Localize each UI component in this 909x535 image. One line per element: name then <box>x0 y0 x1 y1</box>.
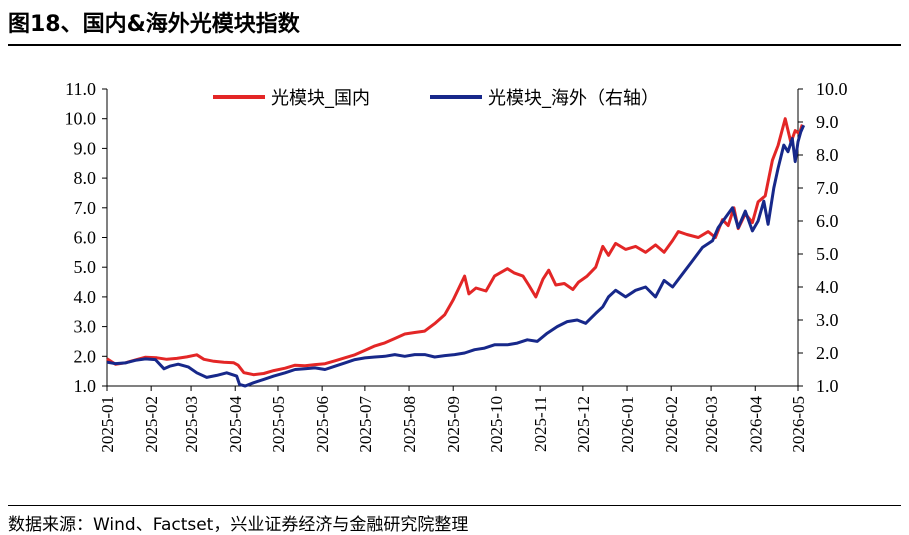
y-left-tick-label: 11.0 <box>65 79 96 99</box>
y-left-tick-label: 1.0 <box>74 376 97 396</box>
y-right-tick-label: 3.0 <box>816 310 839 330</box>
chart-series <box>106 117 806 388</box>
x-tick-label: 2025-12 <box>574 396 593 453</box>
y-left-tick-label: 10.0 <box>65 109 97 129</box>
x-tick-label: 2026-04 <box>746 396 765 453</box>
x-tick-label: 2025-09 <box>444 396 463 453</box>
y-left-tick-label: 9.0 <box>74 138 97 158</box>
y-left-tick-label: 3.0 <box>74 317 97 337</box>
legend-label-overseas: 光模块_海外（右轴） <box>488 88 659 109</box>
legend-label-domestic: 光模块_国内 <box>271 88 370 109</box>
x-tick-label: 2026-01 <box>618 396 637 453</box>
y-right-tick-label: 9.0 <box>816 112 839 132</box>
y-left-tick-label: 7.0 <box>74 198 97 218</box>
x-tick-label: 2025-05 <box>269 396 288 453</box>
y-left-tick-label: 2.0 <box>74 346 97 366</box>
y-right-tick-label: 4.0 <box>816 277 839 297</box>
y-right-tick-label: 10.0 <box>816 79 848 99</box>
y-right-tick-label: 1.0 <box>816 376 839 396</box>
x-tick-label: 2025-10 <box>487 396 506 453</box>
chart-canvas: 光模块_国内 光模块_海外（右轴） 1.0 2.0 3.0 4.0 5.0 6.0 7.0 8.… <box>65 79 848 453</box>
y-left-tick-label: 5.0 <box>74 257 97 277</box>
title-rule <box>8 44 901 46</box>
y-right-tick-label: 2.0 <box>816 343 839 363</box>
source-note: 数据来源：Wind、Factset，兴业证券经济与金融研究院整理 <box>8 515 469 535</box>
x-tick-label: 2025-07 <box>356 396 375 453</box>
series-line-domestic <box>106 117 804 377</box>
x-tick-label: 2025-02 <box>142 396 161 453</box>
chart-axes: 1.0 2.0 3.0 4.0 5.0 6.0 7.0 8.0 9.0 10.0 11.0 1.0 2.… <box>65 79 848 453</box>
x-tick-label: 2026-02 <box>662 396 681 453</box>
x-tick-label: 2025-01 <box>98 396 117 453</box>
series-line-overseas <box>106 124 806 388</box>
figure-title: 图18、国内&海外光模块指数 <box>8 12 300 37</box>
y-left-tick-label: 4.0 <box>74 287 97 307</box>
x-tick-label: 2025-03 <box>182 396 201 453</box>
x-tick-label: 2026-05 <box>789 396 808 453</box>
source-rule <box>8 505 901 506</box>
x-tick-label: 2025-11 <box>531 396 550 452</box>
y-right-tick-label: 6.0 <box>816 211 839 231</box>
y-left-tick-label: 8.0 <box>74 168 97 188</box>
x-tick-label: 2026-03 <box>702 396 721 453</box>
x-tick-label: 2025-04 <box>226 396 245 453</box>
chart-legend: 光模块_国内 光模块_海外（右轴） <box>213 88 659 109</box>
y-right-tick-label: 5.0 <box>816 244 839 264</box>
y-left-tick-label: 6.0 <box>74 228 97 248</box>
y-right-tick-label: 7.0 <box>816 178 839 198</box>
x-tick-label: 2025-08 <box>400 396 419 453</box>
x-tick-label: 2025-06 <box>313 396 332 453</box>
y-right-tick-label: 8.0 <box>816 145 839 165</box>
